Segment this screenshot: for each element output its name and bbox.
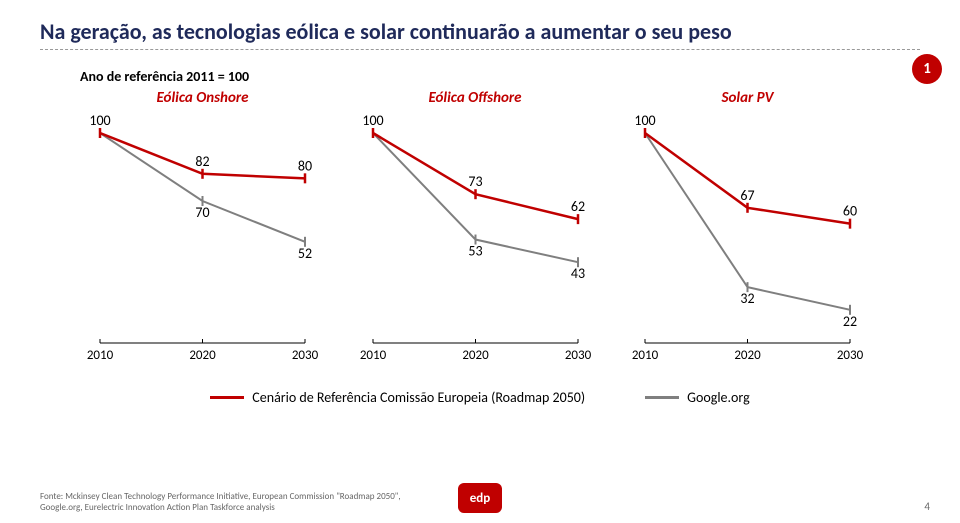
chart-panel: Eólica Offshore 100 73 62 53 43 2010 2020 2030 [353,89,598,369]
svg-text:2030: 2030 [564,348,591,363]
chart-title: Eólica Offshore [353,89,598,107]
svg-text:100: 100 [634,115,655,129]
svg-text:67: 67 [740,187,754,204]
edp-logo: edp [458,483,502,513]
legend-label: Google.org [687,389,750,406]
legend-swatch [645,396,679,399]
line-chart: 100 67 60 32 22 2010 2020 2030 [625,115,870,367]
svg-text:32: 32 [740,290,754,307]
svg-text:60: 60 [843,203,857,220]
svg-text:70: 70 [195,204,209,221]
svg-text:2010: 2010 [359,348,386,363]
chart-title: Eólica Onshore [80,89,325,107]
line-chart: 100 73 62 53 43 2010 2020 2030 [353,115,598,367]
svg-text:22: 22 [843,313,857,330]
svg-text:62: 62 [570,198,584,215]
svg-text:43: 43 [570,265,584,282]
svg-text:2030: 2030 [292,348,319,363]
svg-text:73: 73 [468,173,482,190]
page-number: 4 [924,500,930,513]
svg-text:80: 80 [298,157,312,174]
svg-text:53: 53 [468,243,482,260]
svg-text:2020: 2020 [462,348,489,363]
svg-text:2010: 2010 [87,348,114,363]
slide-number-badge: 1 [912,54,942,84]
svg-text:2020: 2020 [734,348,761,363]
chart-panel: Solar PV 100 67 60 32 22 2010 2020 2030 [625,89,870,369]
svg-text:100: 100 [89,115,110,129]
chart-title: Solar PV [625,89,870,107]
reference-subtitle: Ano de referência 2011 = 100 [80,68,920,85]
line-chart: 100 82 80 70 52 2010 2020 2030 [80,115,325,367]
legend: Cenário de Referência Comissão Europeia … [40,389,920,406]
svg-text:52: 52 [298,245,312,262]
slide-title: Na geração, as tecnologias eólica e sola… [40,18,920,45]
svg-text:2020: 2020 [189,348,216,363]
legend-swatch [210,396,244,399]
title-divider [40,49,920,50]
chart-panel: Eólica Onshore 100 82 80 70 52 2010 2020 2030 [80,89,325,369]
legend-item: Google.org [645,389,750,406]
charts-container: Eólica Onshore10082807052201020202030Eól… [80,89,870,369]
svg-text:2010: 2010 [632,348,659,363]
svg-text:100: 100 [362,115,383,129]
svg-text:82: 82 [195,153,209,170]
legend-label: Cenário de Referência Comissão Europeia … [252,389,585,406]
legend-item: Cenário de Referência Comissão Europeia … [210,389,585,406]
svg-text:2030: 2030 [837,348,864,363]
